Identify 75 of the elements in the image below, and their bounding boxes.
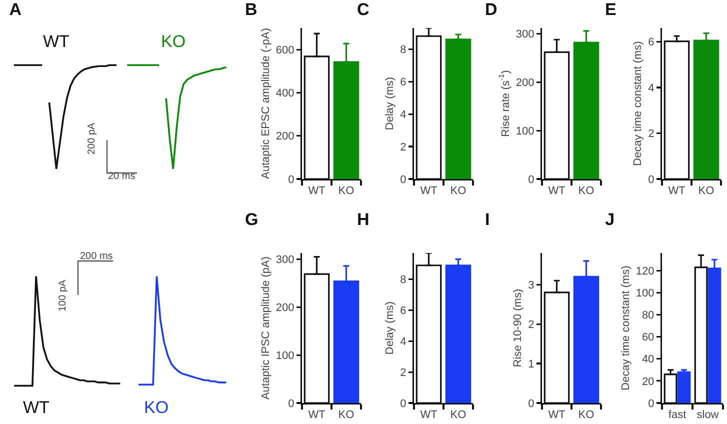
y-tick-label: 4 [648, 82, 654, 94]
x-tick-label: WT [420, 184, 438, 197]
y-tick-label: 600 [276, 44, 294, 56]
y-tick-label: 0 [528, 398, 534, 410]
chart-title: H [357, 210, 370, 230]
y-tick-label: 2 [648, 128, 654, 140]
y-tick-label: 0 [648, 398, 654, 410]
bar [677, 371, 691, 403]
x-tick-label: KO [578, 184, 595, 197]
y-axis-title: Autaptic EPSC amplitude (-pA) [260, 28, 272, 180]
y-tick-label: 200 [516, 77, 534, 90]
x-tick-label: KO [698, 184, 715, 197]
x-tick-label: WT [420, 408, 438, 421]
y-tick-label: 40 [642, 354, 654, 366]
x-tick-label: WT [308, 408, 326, 421]
y-tick-label: 6 [400, 76, 406, 88]
y-tick-label: 0 [288, 174, 294, 186]
chart-title: B [245, 0, 258, 19]
x-tick-label: WT [548, 184, 566, 197]
y-axis-title: Autaptic IPSC amplitude (pA) [260, 256, 272, 400]
y-tick-label: 0 [400, 398, 406, 410]
y-tick-label: 200 [276, 130, 294, 143]
y-tick-label: 4 [400, 336, 406, 348]
y-tick-label: 0 [528, 174, 534, 186]
y-tick-label: 2 [400, 141, 406, 154]
x-tick-label: WT [548, 408, 566, 421]
chart-title: D [485, 0, 498, 19]
y-tick-label: 80 [642, 310, 654, 322]
chart-title: A [9, 0, 22, 19]
y-tick-label: 20 [642, 376, 654, 388]
chart-title: J [605, 210, 615, 230]
chart-title: G [245, 210, 258, 230]
y-tick-label: 8 [400, 44, 406, 56]
series-label: KO [161, 32, 186, 51]
x-tick-label: WT [668, 184, 686, 197]
y-tick-label: 2 [400, 366, 406, 379]
annotation: 200 pA [86, 122, 98, 154]
y-tick-label: 100 [636, 288, 654, 300]
chart-title: C [357, 0, 370, 19]
x-tick-label: KO [450, 408, 467, 421]
y-tick-label: 300 [516, 28, 534, 41]
y-tick-label: 1 [528, 358, 534, 370]
y-tick-label: 0 [648, 174, 654, 186]
y-tick-label: 4 [400, 108, 406, 121]
y-tick-label: 6 [400, 305, 406, 318]
text: 200 ms [80, 251, 113, 262]
x-tick-label: fast [668, 408, 686, 421]
y-axis-title: Decay time constant (ms) [632, 41, 644, 166]
x-tick-label: KO [338, 408, 355, 421]
y-tick-label: 0 [288, 398, 294, 410]
x-tick-label: WT [308, 184, 326, 197]
y-tick-label: 3 [528, 279, 534, 292]
y-axis-title: Decay time constant (ms) [620, 266, 632, 390]
x-tick-label: KO [450, 184, 467, 197]
x-tick-label: KO [578, 408, 595, 421]
y-axis-title: Delay (ms) [384, 76, 396, 130]
y-tick-label: 300 [276, 254, 294, 266]
y-tick-label: 2 [528, 318, 534, 331]
y-tick-label: 6 [648, 36, 654, 49]
y-tick-label: 400 [276, 88, 294, 100]
y-tick-label: 8 [400, 274, 406, 286]
y-tick-label: 100 [276, 350, 294, 362]
y-tick-label: 100 [516, 125, 534, 138]
x-tick-label: slow [696, 408, 719, 421]
y-axis-title: Delay (ms) [384, 301, 396, 355]
chart-title: I [485, 210, 490, 230]
y-axis-title: Rise 10-90 (ms) [512, 288, 524, 368]
chart-title: E [605, 0, 616, 19]
annotation: 100 pA [58, 279, 68, 312]
y-tick-label: 0 [400, 174, 406, 186]
y-tick-label: 200 [276, 302, 294, 314]
y-tick-label: 60 [642, 332, 654, 344]
series-label: WT [43, 32, 70, 51]
y-tick-label: 120 [636, 266, 654, 278]
x-tick-label: KO [338, 184, 355, 197]
